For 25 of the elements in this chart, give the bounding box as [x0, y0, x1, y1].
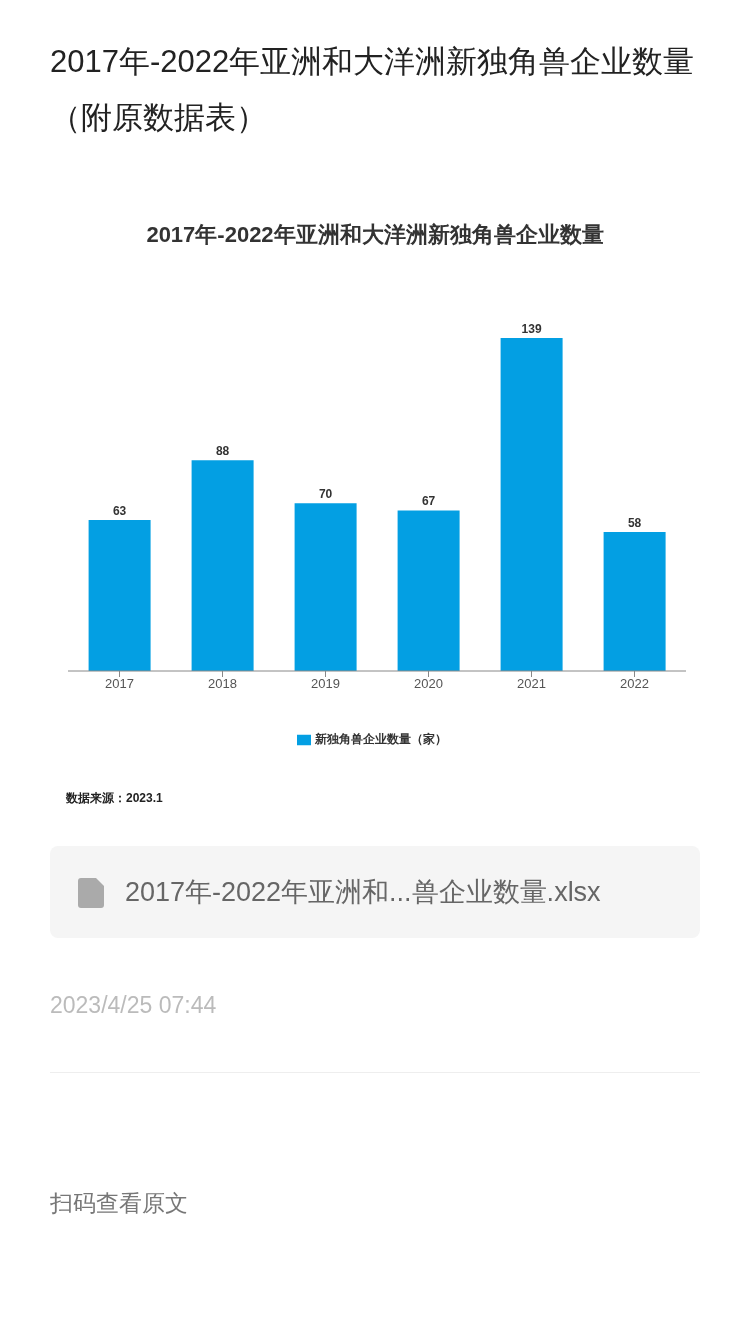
legend-label: 新独角兽企业数量（家） — [315, 732, 447, 746]
x-tick-label: 2017 — [105, 676, 134, 692]
text: 2017年-2022年亚洲和...兽企业数量.xlsx — [125, 876, 601, 909]
bar — [191, 460, 254, 671]
bar — [88, 520, 151, 671]
x-tick-label: 2019 — [311, 676, 340, 692]
source-note: 数据来源：2023.1 — [66, 790, 163, 807]
chart-subtitle: 2017年-2022年亚洲和大洋洲新独角兽企业数量 — [145, 221, 605, 249]
x-tick-label: 2021 — [517, 676, 546, 692]
data-label: 139 — [521, 322, 542, 336]
bar — [397, 510, 460, 671]
x-tick-label: 2018 — [208, 676, 237, 692]
text: 2023/4/25 07:44 — [50, 992, 217, 1019]
x-tick-label: 2022 — [620, 676, 649, 692]
text: 扫码查看原文 — [50, 1189, 188, 1218]
x-tick-label: 2020 — [414, 676, 443, 692]
data-label: 67 — [421, 494, 436, 509]
data-label: 63 — [112, 504, 127, 519]
data-label: 70 — [318, 487, 333, 502]
bar — [500, 338, 563, 671]
data-label: 58 — [627, 516, 642, 531]
bar — [603, 532, 666, 671]
bar — [294, 503, 357, 671]
chart-title: 2017年-2022年亚洲和大洋洲新独角兽企业数量（附原数据表） — [50, 43, 696, 137]
data-label: 88 — [215, 444, 230, 459]
